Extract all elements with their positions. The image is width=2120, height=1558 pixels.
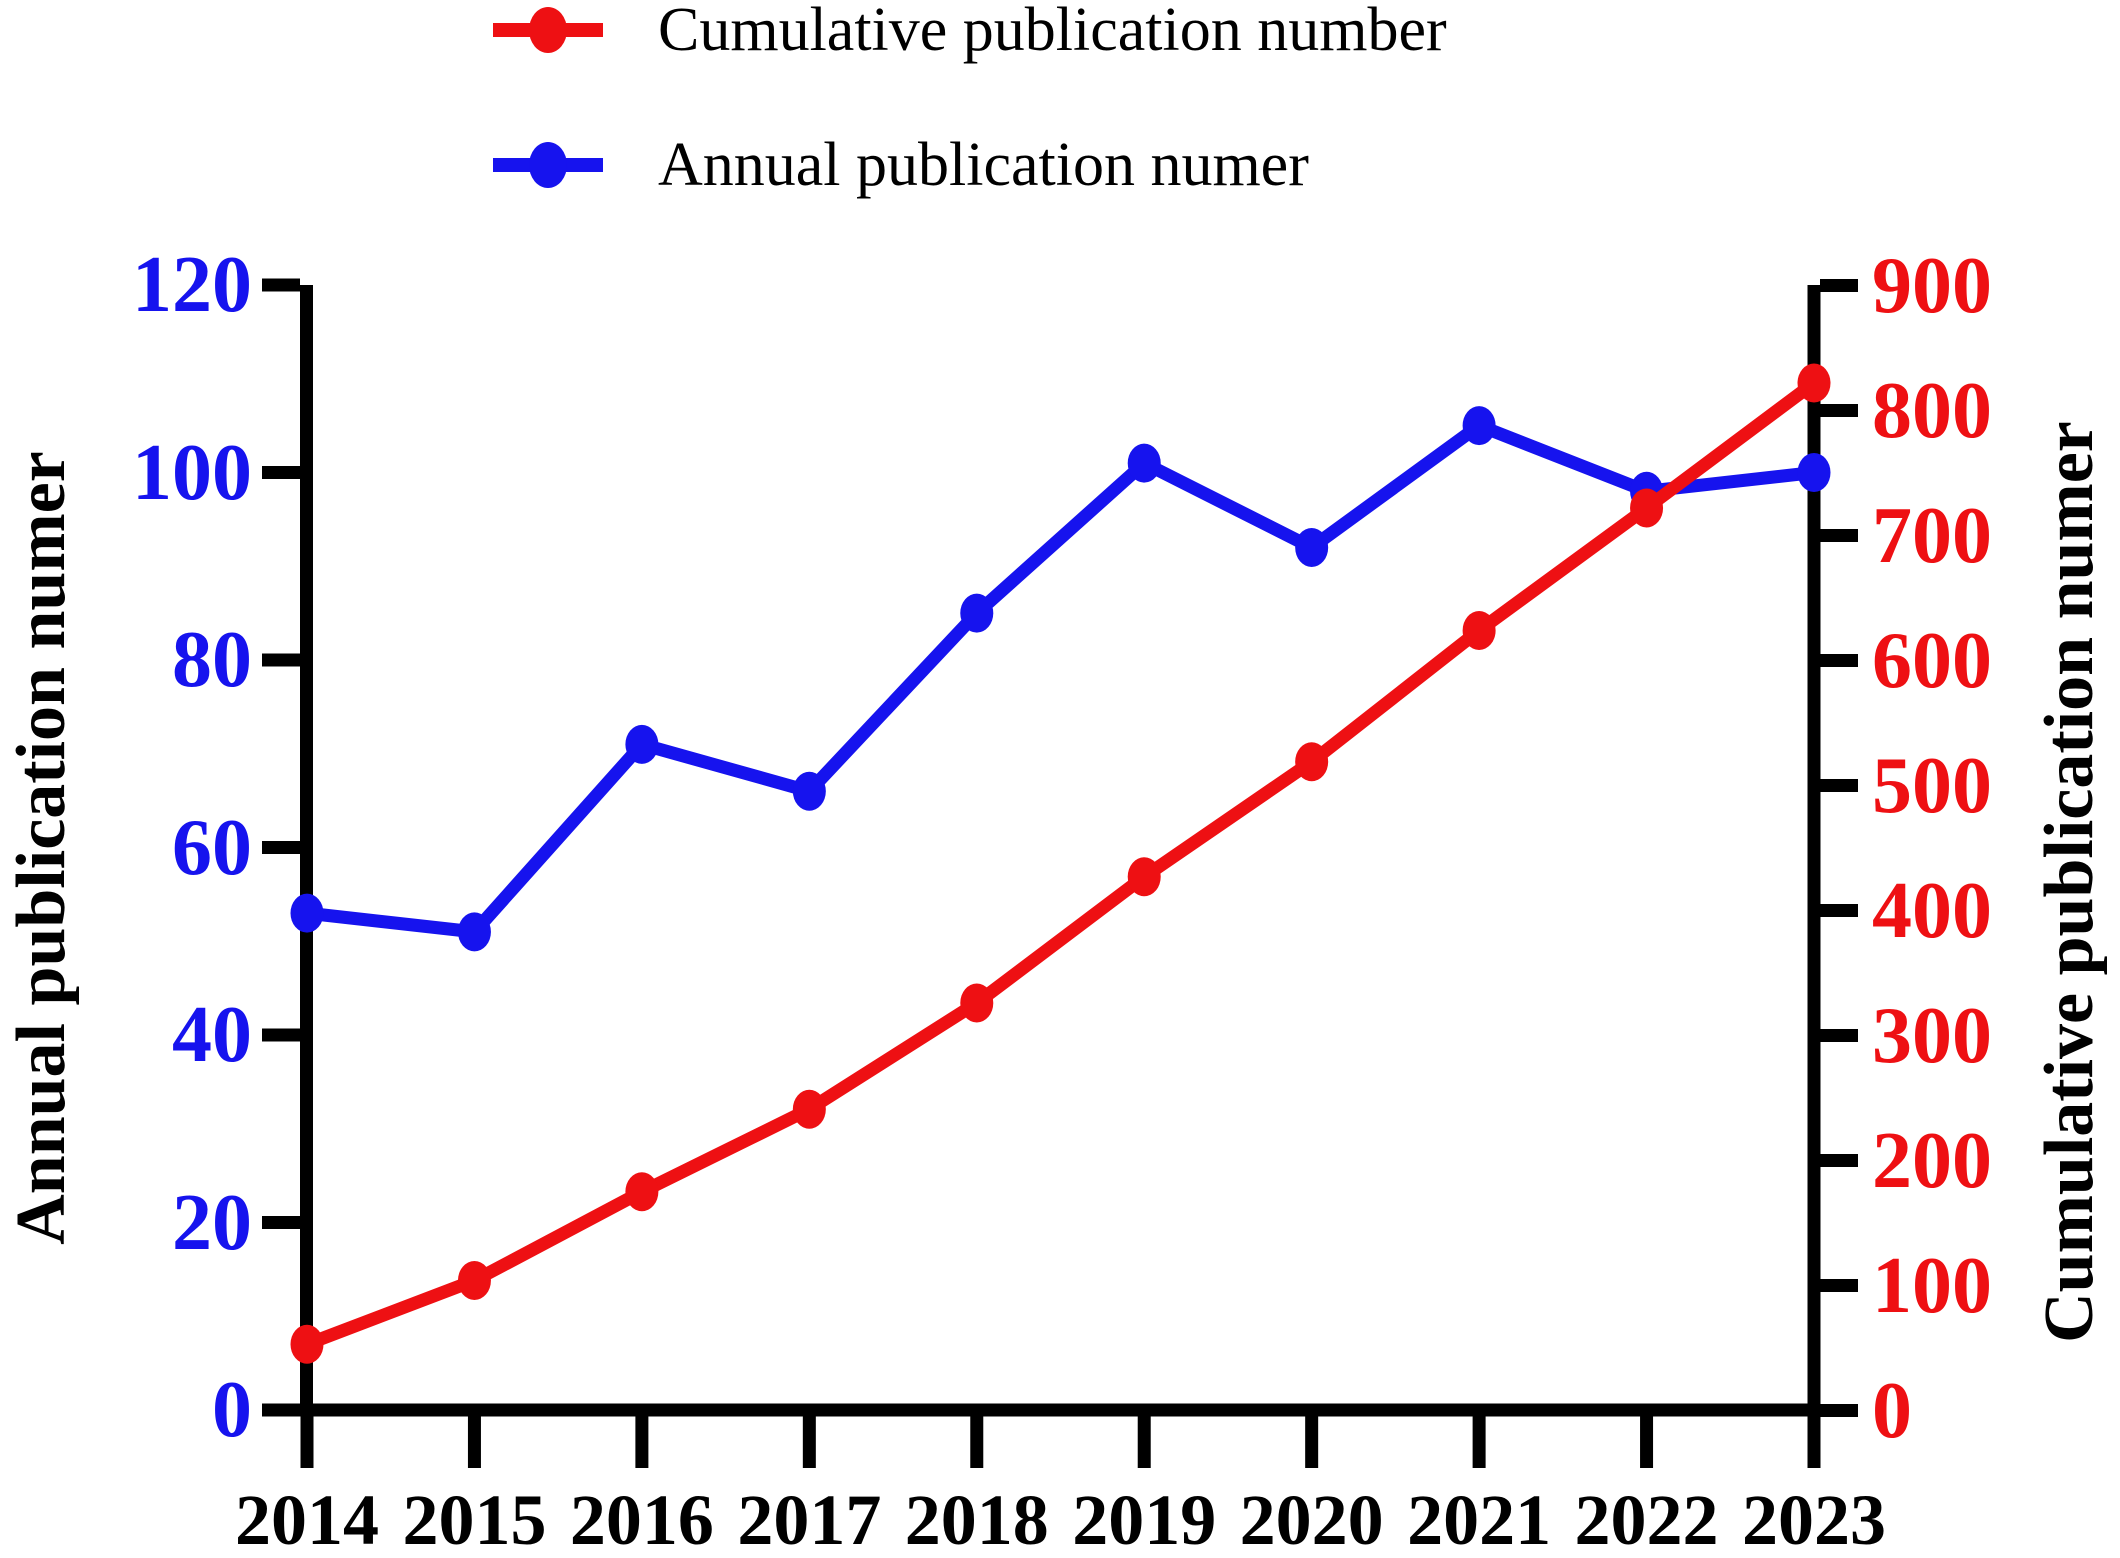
legend-item-annual: Annual publication numer (493, 133, 1309, 197)
right-axis-tick-label: 800 (1872, 366, 1992, 455)
legend-dot-blue (529, 142, 567, 188)
x-axis-tick-label: 2017 (737, 1480, 882, 1558)
cumulative-series-data-point (1630, 488, 1664, 528)
legend-label-cumulative: Cumulative publication number (658, 0, 1447, 64)
x-axis-tick-label: 2022 (1574, 1480, 1719, 1558)
x-axis-tick-label: 2020 (1239, 1480, 1384, 1558)
left-axis-tick-label: 40 (172, 991, 252, 1079)
x-axis-tick-label: 2015 (402, 1480, 547, 1558)
cumulative-series-data-point (792, 1089, 826, 1129)
legend: Cumulative publication number Annual pub… (0, 0, 2120, 210)
cumulative-series-data-point (1127, 857, 1161, 897)
annual-series-data-point (792, 771, 826, 811)
right-axis-tick-label: 0 (1872, 1366, 1912, 1455)
cumulative-series-data-point (625, 1172, 659, 1212)
left-axis-tick-label: 0 (212, 1366, 252, 1454)
right-axis-tick-label: 100 (1872, 1241, 1992, 1330)
legend-dot-red (529, 7, 567, 53)
left-axis-tick-label: 20 (172, 1178, 252, 1267)
right-axis-tick-label: 700 (1872, 491, 1992, 580)
right-axis-tick-label: 300 (1872, 991, 1992, 1080)
annual-series-data-point (1797, 453, 1831, 492)
annual-series-data-point (290, 893, 324, 933)
cumulative-series-data-point (457, 1261, 491, 1300)
left-axis-tick-label: 60 (172, 803, 252, 892)
right-axis-tick-label: 400 (1872, 866, 1992, 955)
x-axis-tick-label: 2023 (1742, 1480, 1886, 1558)
annual-series-data-point (457, 912, 491, 952)
right-axis-tick-label: 500 (1872, 741, 1992, 830)
cumulative-series-data-point (960, 983, 994, 1023)
right-axis-tick-label: 600 (1872, 616, 1992, 705)
right-axis-tick-label: 900 (1872, 241, 1992, 330)
x-axis-tick-label: 2018 (904, 1480, 1049, 1558)
annual-series-data-point (1127, 443, 1161, 483)
legend-label-annual: Annual publication numer (658, 131, 1309, 199)
annual-series-data-point (625, 724, 659, 764)
cumulative-series-data-point (1462, 611, 1496, 650)
legend-item-cumulative: Cumulative publication number (493, 0, 1447, 62)
annual-series-data-point (1295, 528, 1329, 567)
left-axis-tick-label: 120 (132, 241, 252, 329)
left-axis-tick-label: 80 (172, 616, 252, 704)
x-axis-tick-label: 2019 (1072, 1480, 1217, 1558)
annual-series-line (306, 418, 1815, 939)
annual-series-data-point (1462, 406, 1496, 446)
annual-series-marker-icon (493, 140, 603, 190)
cumulative-series-data-point (1295, 742, 1329, 782)
x-axis-tick-label: 2016 (569, 1480, 714, 1558)
cumulative-series-data-point (1797, 363, 1831, 403)
x-axis-tick-label: 2021 (1407, 1480, 1552, 1558)
x-axis-tick-label: 2014 (235, 1480, 379, 1558)
left-axis-tick-label: 100 (132, 428, 252, 517)
cumulative-series-data-point (290, 1324, 324, 1364)
right-axis-tick-label: 200 (1872, 1116, 1992, 1205)
cumulative-series-marker-icon (493, 5, 603, 55)
cumulative-series-line (304, 377, 1818, 1351)
annual-series-data-point (960, 593, 994, 633)
